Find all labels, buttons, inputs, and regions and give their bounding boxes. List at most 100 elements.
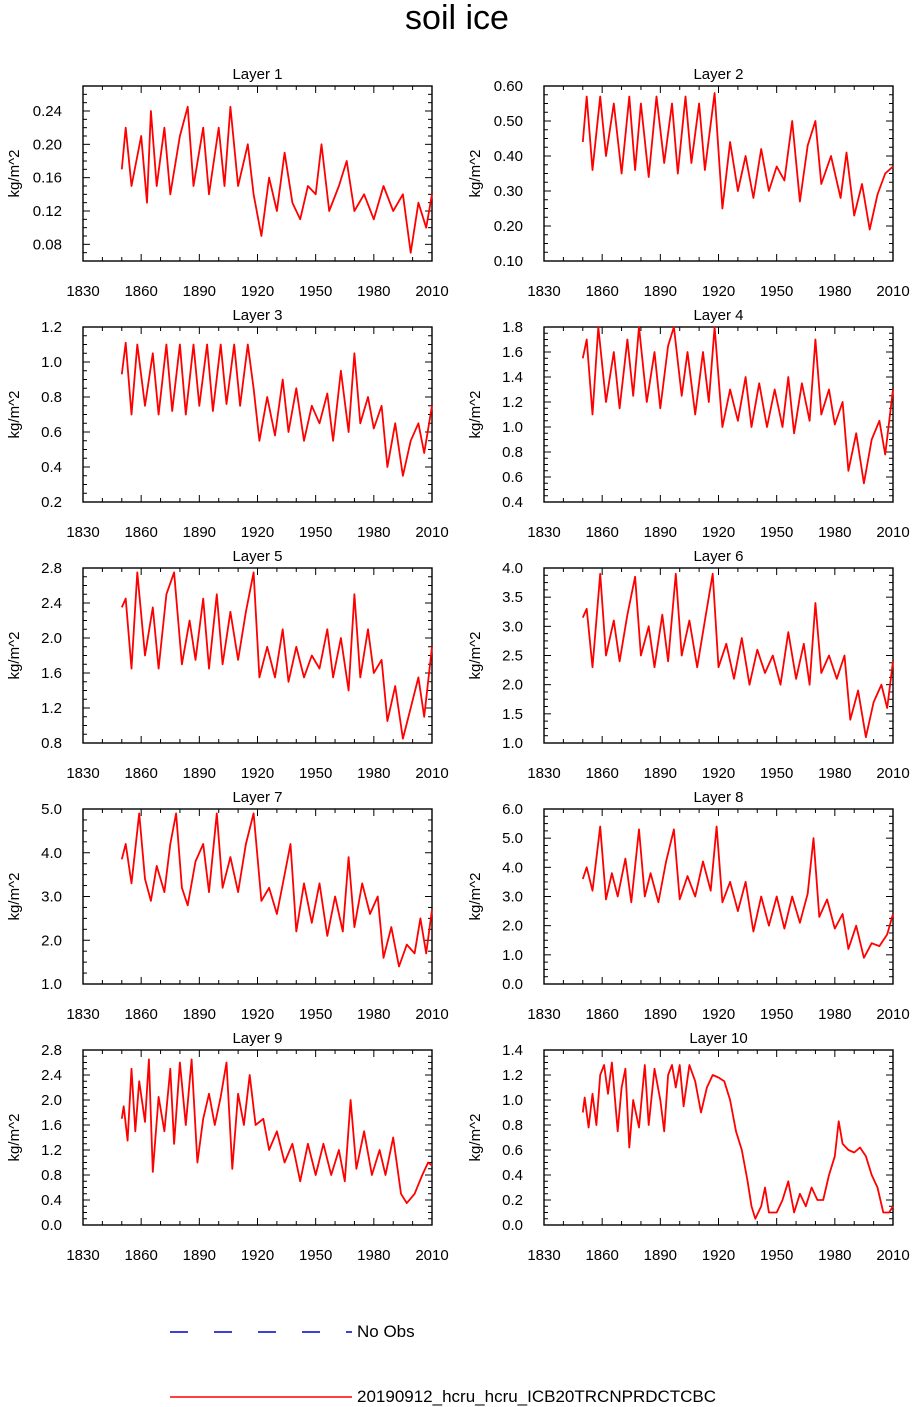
y-tick-label: 0.4 [41, 1192, 62, 1209]
y-tick-label: 0.8 [41, 1167, 62, 1184]
y-tick-label: 0.20 [33, 136, 62, 153]
x-tick-label: 1920 [702, 1006, 735, 1023]
y-tick-label: 1.6 [41, 1117, 62, 1134]
x-tick-label: 1830 [66, 283, 99, 300]
x-tick-label: 1860 [585, 1006, 618, 1023]
y-tick-label: 0.24 [33, 103, 62, 120]
x-tick-label: 1950 [299, 1006, 332, 1023]
y-tick-label: 2.8 [41, 560, 62, 577]
panel-2: Layer 2 kg/m^2 1830 1860 1890 1920 1950 1980 201… [467, 66, 910, 300]
y-tick-label: 0.30 [494, 183, 523, 200]
panel-3: Layer 3 kg/m^2 1830 1860 1890 1920 1950 1980 201… [6, 307, 449, 541]
chart-title: Layer 10 [689, 1030, 747, 1047]
series-line [581, 572, 894, 739]
panel-9: Layer 9 kg/m^2 1830 1860 1890 1920 1950 1980 201… [6, 1030, 449, 1264]
x-tick-label: 1980 [818, 1247, 851, 1264]
y-axis-label: kg/m^2 [6, 150, 23, 198]
x-tick-label: 1830 [66, 1247, 99, 1264]
x-tick-label: 1890 [183, 283, 216, 300]
chart-title: Layer 2 [693, 66, 743, 83]
x-tick-label: 1860 [585, 524, 618, 541]
x-tick-label: 1950 [299, 283, 332, 300]
x-tick-label: 1890 [644, 1247, 677, 1264]
x-tick-label: 1860 [585, 283, 618, 300]
y-tick-label: 2.0 [502, 677, 523, 694]
chart-title: Layer 1 [232, 66, 282, 83]
plot-frame [82, 1049, 433, 1226]
x-tick-label: 1920 [702, 283, 735, 300]
x-tick-label: 2010 [876, 283, 909, 300]
y-axis-label: kg/m^2 [6, 1114, 23, 1162]
y-tick-label: 0.12 [33, 203, 62, 220]
y-tick-label: 0.4 [41, 459, 62, 476]
series-line [581, 1061, 894, 1220]
panel-4: Layer 4 kg/m^2 1830 1860 1890 1920 1950 1980 201… [467, 307, 910, 541]
x-tick-label: 1980 [818, 524, 851, 541]
legend-no-obs-label: No Obs [357, 1322, 415, 1341]
plot-frame [82, 326, 433, 503]
y-tick-label: 1.2 [41, 700, 62, 717]
y-axis-label: kg/m^2 [467, 632, 484, 680]
x-tick-label: 1950 [760, 1247, 793, 1264]
x-tick-label: 1980 [357, 524, 390, 541]
x-tick-label: 1950 [760, 765, 793, 782]
y-tick-label: 2.0 [41, 1092, 62, 1109]
x-tick-label: 1860 [124, 765, 157, 782]
x-tick-label: 1890 [183, 1247, 216, 1264]
x-tick-label: 1920 [241, 524, 274, 541]
y-tick-label: 0.8 [502, 1117, 523, 1134]
x-tick-label: 2010 [876, 1247, 909, 1264]
x-tick-label: 1830 [527, 524, 560, 541]
y-tick-label: 0.8 [502, 444, 523, 461]
x-tick-label: 1950 [299, 524, 332, 541]
chart-title: Layer 5 [232, 548, 282, 565]
x-tick-label: 1950 [760, 283, 793, 300]
y-tick-label: 0.2 [502, 1192, 523, 1209]
y-tick-label: 0.6 [502, 1142, 523, 1159]
y-tick-label: 2.8 [41, 1042, 62, 1059]
panel-1: Layer 1 kg/m^2 1830 1860 1890 1920 1950 1980 201… [6, 66, 449, 300]
x-tick-label: 2010 [415, 765, 448, 782]
x-tick-label: 1860 [124, 283, 157, 300]
y-tick-label: 2.4 [41, 595, 62, 612]
y-tick-label: 4.0 [502, 859, 523, 876]
legend [170, 1331, 352, 1398]
y-tick-label: 0.0 [41, 1217, 62, 1234]
x-tick-label: 1980 [818, 765, 851, 782]
x-tick-label: 1920 [702, 524, 735, 541]
y-tick-label: 0.6 [41, 424, 62, 441]
y-tick-label: 1.4 [502, 369, 523, 386]
x-tick-label: 1920 [702, 765, 735, 782]
panel-7: Layer 7 kg/m^2 1830 1860 1890 1920 1950 1980 201… [6, 789, 449, 1023]
y-tick-label: 1.2 [502, 394, 523, 411]
panel-10: Layer 10 kg/m^2 1830 1860 1890 1920 1950 1980 20… [467, 1030, 910, 1264]
x-tick-label: 2010 [415, 524, 448, 541]
y-axis-label: kg/m^2 [6, 391, 23, 439]
y-tick-label: 0.8 [41, 389, 62, 406]
y-axis-label: kg/m^2 [467, 1114, 484, 1162]
y-tick-label: 1.4 [502, 1042, 523, 1059]
x-tick-label: 1860 [124, 524, 157, 541]
x-tick-label: 1830 [527, 283, 560, 300]
y-tick-label: 0.16 [33, 170, 62, 187]
y-tick-label: 0.10 [494, 253, 523, 270]
y-axis-label: kg/m^2 [6, 632, 23, 680]
y-tick-label: 3.5 [502, 589, 523, 606]
y-tick-label: 2.5 [502, 648, 523, 665]
x-tick-label: 1830 [66, 1006, 99, 1023]
y-tick-label: 1.0 [41, 354, 62, 371]
x-tick-label: 1890 [183, 765, 216, 782]
x-tick-label: 1890 [183, 1006, 216, 1023]
y-tick-label: 1.2 [41, 319, 62, 336]
y-tick-label: 0.4 [502, 494, 523, 511]
y-tick-label: 3.0 [502, 889, 523, 906]
y-tick-label: 0.6 [502, 469, 523, 486]
panel-6: Layer 6 kg/m^2 1830 1860 1890 1920 1950 1980 201… [467, 548, 910, 782]
x-tick-label: 1890 [183, 524, 216, 541]
y-tick-label: 2.0 [41, 630, 62, 647]
chart-title: Layer 9 [232, 1030, 282, 1047]
y-tick-label: 1.2 [41, 1142, 62, 1159]
x-tick-label: 1980 [357, 1006, 390, 1023]
y-tick-label: 0.20 [494, 218, 523, 235]
x-tick-label: 1980 [357, 765, 390, 782]
